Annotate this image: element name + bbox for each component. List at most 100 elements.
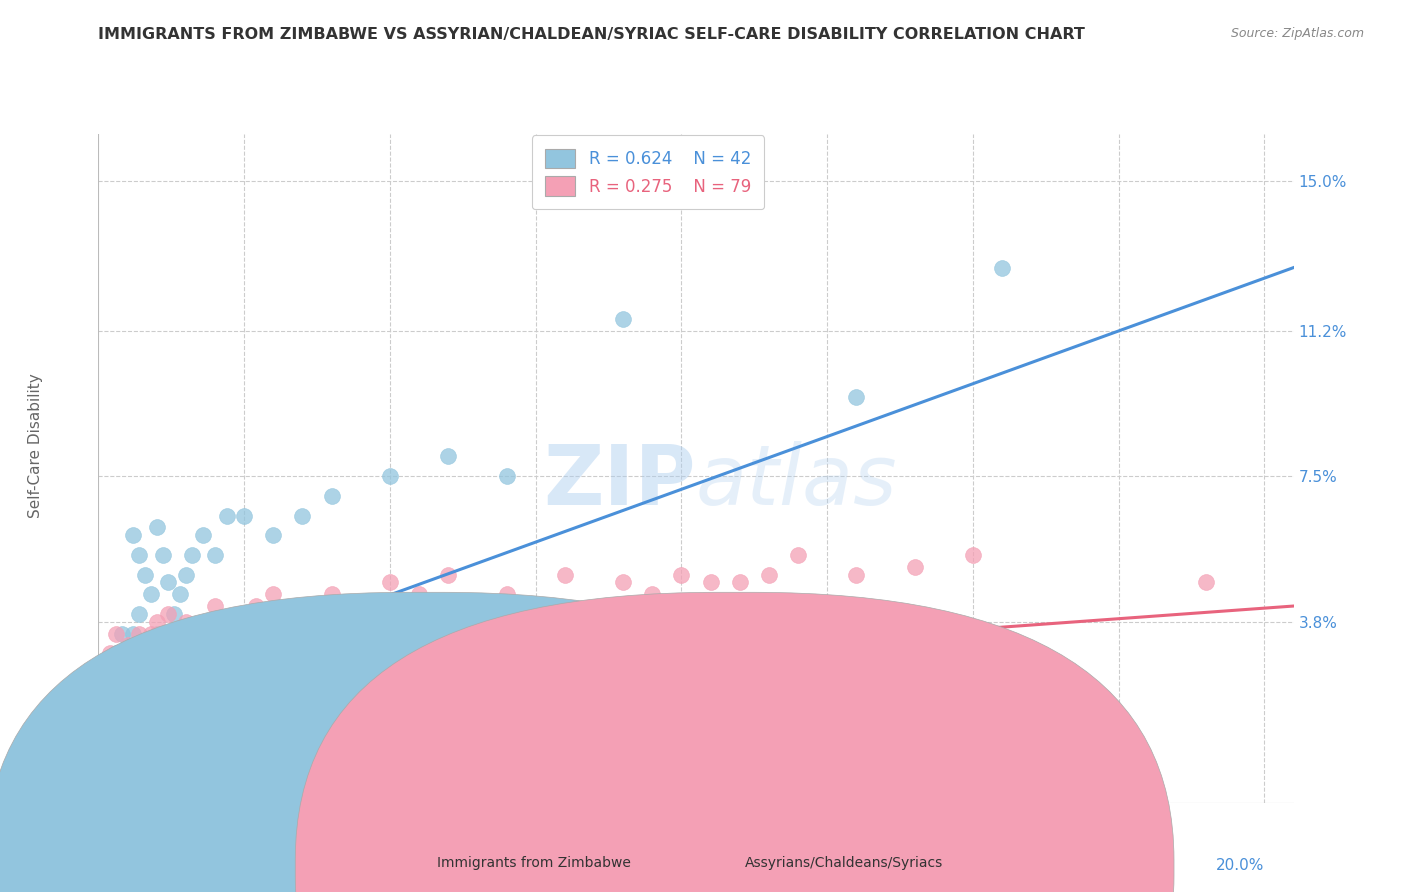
Point	[233, 732, 256, 747]
Point	[332, 607, 354, 621]
Point	[93, 693, 115, 707]
Point	[233, 508, 256, 523]
Point	[204, 599, 226, 613]
Point	[163, 607, 186, 621]
Point	[350, 599, 373, 613]
Point	[169, 646, 191, 660]
Point	[134, 646, 156, 660]
Point	[524, 607, 547, 621]
Text: 20.0%: 20.0%	[1216, 858, 1264, 873]
Point	[198, 615, 221, 629]
Point	[111, 626, 134, 640]
Point	[962, 548, 984, 562]
Text: ZIP: ZIP	[544, 442, 696, 522]
Point	[98, 646, 121, 660]
Point	[104, 678, 127, 692]
Point	[612, 311, 634, 326]
Point	[104, 693, 127, 707]
Point	[111, 725, 134, 739]
Point	[204, 717, 226, 731]
Point	[495, 587, 517, 601]
Point	[122, 626, 145, 640]
Point	[104, 654, 127, 668]
Point	[495, 469, 517, 483]
Point	[128, 607, 150, 621]
Point	[117, 678, 139, 692]
Point	[134, 678, 156, 692]
Point	[215, 615, 238, 629]
Point	[98, 665, 121, 680]
Point	[98, 717, 121, 731]
Point	[117, 646, 139, 660]
Point	[122, 646, 145, 660]
Point	[180, 639, 202, 653]
Point	[321, 587, 343, 601]
Text: IMMIGRANTS FROM ZIMBABWE VS ASSYRIAN/CHALDEAN/SYRIAC SELF-CARE DISABILITY CORREL: IMMIGRANTS FROM ZIMBABWE VS ASSYRIAN/CHA…	[98, 27, 1085, 42]
Point	[145, 626, 167, 640]
Text: Immigrants from Zimbabwe: Immigrants from Zimbabwe	[437, 855, 631, 870]
Point	[728, 575, 751, 590]
Point	[139, 587, 162, 601]
Point	[845, 391, 868, 405]
Point	[134, 567, 156, 582]
Point	[117, 693, 139, 707]
Point	[991, 260, 1014, 275]
Point	[128, 732, 150, 747]
Text: atlas: atlas	[696, 442, 897, 522]
Legend: R = 0.624    N = 42, R = 0.275    N = 79: R = 0.624 N = 42, R = 0.275 N = 79	[531, 136, 765, 209]
Point	[134, 646, 156, 660]
Point	[291, 508, 314, 523]
Point	[117, 678, 139, 692]
Point	[174, 725, 197, 739]
Point	[169, 587, 191, 601]
Point	[104, 685, 127, 699]
Point	[93, 665, 115, 680]
Point	[204, 548, 226, 562]
Point	[93, 685, 115, 699]
Point	[163, 665, 186, 680]
Point	[122, 732, 145, 747]
Point	[302, 615, 325, 629]
Point	[193, 646, 215, 660]
Point	[641, 587, 664, 601]
Point	[180, 548, 202, 562]
Point	[250, 615, 273, 629]
Point	[903, 559, 925, 574]
Point	[699, 575, 721, 590]
Point	[215, 508, 238, 523]
Point	[671, 567, 693, 582]
Point	[787, 548, 810, 562]
Point	[117, 693, 139, 707]
Point	[174, 615, 197, 629]
Point	[408, 587, 430, 601]
Point	[122, 528, 145, 542]
Point	[193, 528, 215, 542]
Point	[174, 567, 197, 582]
Point	[134, 654, 156, 668]
Point	[104, 626, 127, 640]
Point	[98, 706, 121, 720]
Point	[145, 520, 167, 534]
Point	[117, 654, 139, 668]
Point	[128, 626, 150, 640]
Point	[228, 607, 250, 621]
Text: Assyrians/Chaldeans/Syriacs: Assyrians/Chaldeans/Syriacs	[744, 855, 943, 870]
Point	[157, 654, 180, 668]
Point	[233, 626, 256, 640]
Point	[437, 567, 460, 582]
Point	[157, 575, 180, 590]
Point	[111, 706, 134, 720]
Point	[111, 685, 134, 699]
Point	[157, 607, 180, 621]
Point	[378, 575, 401, 590]
Point	[104, 646, 127, 660]
Point	[104, 706, 127, 720]
Point	[1195, 575, 1218, 590]
Text: 0.0%: 0.0%	[98, 858, 138, 873]
Point	[612, 575, 634, 590]
Point	[104, 717, 127, 731]
Point	[378, 469, 401, 483]
Point	[117, 639, 139, 653]
Point	[98, 678, 121, 692]
Point	[186, 626, 208, 640]
